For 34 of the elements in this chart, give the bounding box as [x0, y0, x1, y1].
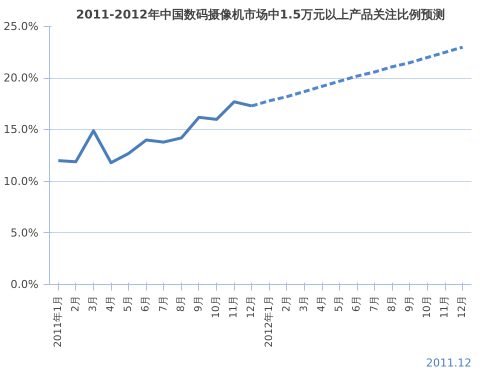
chart-title: 2011-2012年中国数码摄像机市场中1.5万元以上产品关注比例预测	[76, 8, 446, 22]
y-tick-label: 15.0%	[4, 123, 39, 136]
x-tick-label: 11月	[228, 295, 240, 318]
x-tick-label: 12月	[246, 295, 258, 318]
x-tick-label: 2012年1月	[262, 296, 275, 348]
x-tick-label: 9月	[193, 295, 204, 312]
text: 2011.12	[426, 356, 472, 370]
x-tick-label: 7月	[158, 295, 170, 312]
y-tick-label: 10.0%	[4, 174, 39, 188]
x-tick-label: 4月	[316, 295, 328, 312]
x-tick-label: 11月	[440, 295, 451, 318]
x-tick-label: 10月	[422, 295, 434, 318]
x-tick-label: 5月	[123, 295, 134, 312]
y-tick-label: 5.0%	[10, 226, 39, 240]
x-tick-label: 9月	[404, 295, 416, 312]
x-tick-label: 2月	[70, 295, 82, 312]
x-tick-label: 8月	[176, 295, 187, 312]
line-series	[56, 100, 254, 164]
x-tick-label: 6月	[140, 295, 152, 312]
x-tick-label: 2月	[281, 295, 292, 312]
x-tick-label: 3月	[88, 295, 99, 312]
x-tick-label: 3月	[298, 295, 310, 312]
x-tick-label: 8月	[386, 295, 398, 312]
x-tick-label: 10月	[211, 295, 222, 318]
y-tick-label: 25.0%	[4, 20, 39, 33]
y-tick-label: 20.0%	[4, 72, 39, 85]
x-tick-label: 4月	[106, 295, 117, 312]
x-tick-label: 12月	[457, 295, 468, 318]
x-tick-label: 5月	[334, 295, 346, 312]
y-tick-label: 0.0%	[10, 278, 39, 291]
x-tick-label: 7月	[369, 295, 380, 312]
x-tick-label: 6月	[352, 295, 363, 312]
line-series	[250, 46, 464, 108]
x-tick-label: 2011年1月	[52, 296, 64, 348]
